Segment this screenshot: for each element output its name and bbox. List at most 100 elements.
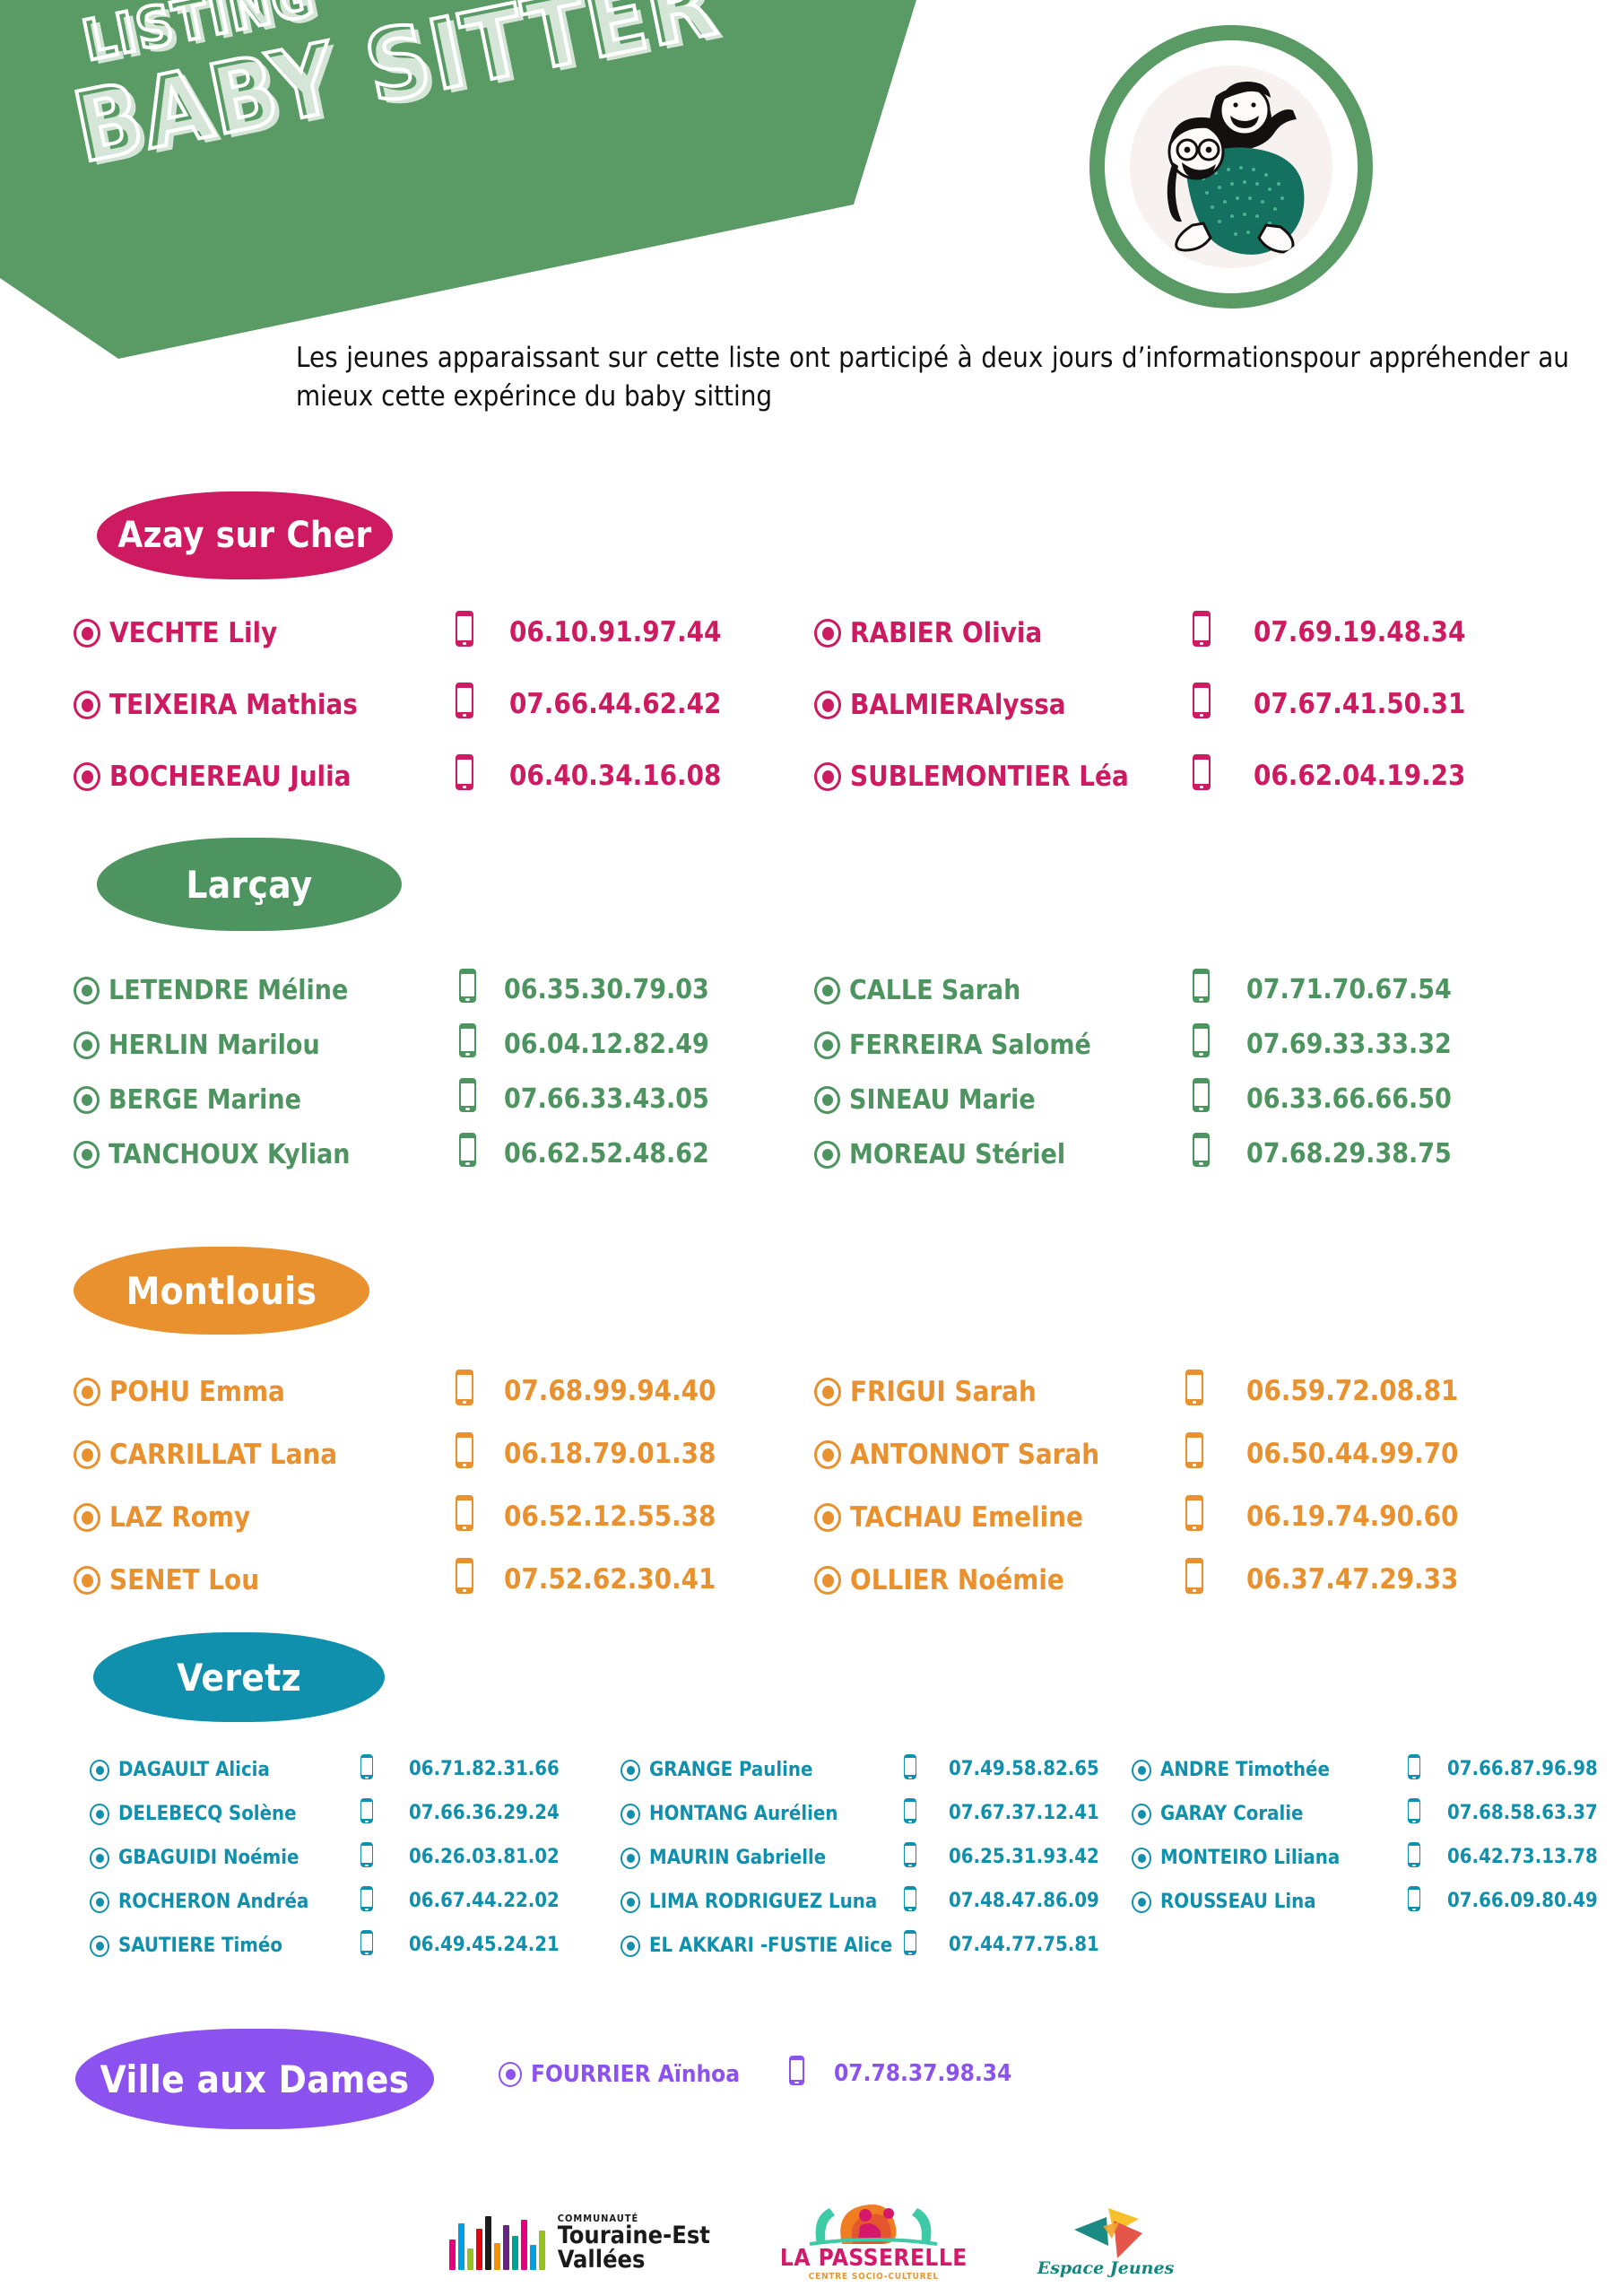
phone-icon (904, 1842, 916, 1867)
sitter-phone[interactable]: 07.66.36.29.24 (409, 1802, 560, 1824)
bullet-icon (814, 1086, 840, 1114)
sitter-name: SUBLEMONTIER Léa (850, 761, 1129, 793)
sitter-phone[interactable]: 07.66.09.80.49 (1447, 1890, 1598, 1912)
sitter-phone[interactable]: 06.04.12.82.49 (504, 1029, 709, 1060)
bullet-icon (74, 762, 100, 791)
sitter-phone[interactable]: 06.10.91.97.44 (509, 616, 722, 648)
phone-icon (360, 1754, 373, 1779)
sitter-phone[interactable]: 07.66.87.96.98 (1447, 1758, 1598, 1780)
bullet-icon (621, 1847, 640, 1869)
bullet-icon (499, 2062, 522, 2087)
sitter-entry: BERGE Marine (74, 1084, 301, 1116)
sitter-phone[interactable]: 07.78.37.98.34 (834, 2060, 1012, 2087)
sitter-phone[interactable]: 06.49.45.24.21 (409, 1934, 560, 1956)
city-badge-montlouis[interactable]: Montlouis (74, 1247, 369, 1335)
bullet-icon (1132, 1759, 1151, 1781)
sitter-name: FOURRIER Aïnhoa (531, 2061, 740, 2088)
logo-illustration (1130, 65, 1332, 268)
sitter-name: DAGAULT Alicia (118, 1759, 270, 1781)
sitter-phone[interactable]: 06.40.34.16.08 (509, 760, 722, 792)
sitter-name: EL AKKARI -FUSTIE Alice (649, 1935, 893, 1957)
phone-icon (1185, 1495, 1203, 1531)
phone-icon (456, 1558, 473, 1594)
logo-circle (1089, 25, 1373, 309)
bullet-icon (814, 1503, 841, 1532)
sitter-phone[interactable]: 06.67.44.22.02 (409, 1890, 560, 1912)
sitter-phone[interactable]: 07.67.41.50.31 (1254, 688, 1466, 720)
city-badge-azay-sur-cher[interactable]: Azay sur Cher (97, 491, 393, 579)
sitter-name: CALLE Sarah (849, 975, 1021, 1006)
sitter-phone[interactable]: 07.71.70.67.54 (1246, 974, 1452, 1005)
sitter-phone[interactable]: 06.52.12.55.38 (504, 1500, 716, 1533)
sitter-phone[interactable]: 06.18.79.01.38 (504, 1438, 716, 1470)
sitter-phone[interactable]: 06.26.03.81.02 (409, 1846, 560, 1868)
sitter-phone[interactable]: 06.35.30.79.03 (504, 974, 709, 1005)
sitter-entry: BALMIERAlyssa (814, 689, 1066, 721)
sitter-entry: DELEBECQ Solène (90, 1803, 297, 1825)
sitter-entry: ROUSSEAU Lina (1132, 1891, 1316, 1913)
sitter-entry: MAURIN Gabrielle (621, 1847, 826, 1869)
bullet-icon (74, 619, 100, 648)
sitter-entry: FOURRIER Aïnhoa (499, 2061, 740, 2088)
sitter-phone[interactable]: 06.37.47.29.33 (1246, 1563, 1459, 1596)
sitter-phone[interactable]: 07.66.33.43.05 (504, 1083, 709, 1115)
logo-la-passerelle: LA PASSERELLE CENTRE SOCIO-CULTUREL (780, 2203, 968, 2282)
sitter-phone[interactable]: 07.68.99.94.40 (504, 1375, 716, 1407)
sitter-phone[interactable]: 06.19.74.90.60 (1246, 1500, 1459, 1533)
city-badge-veretz[interactable]: Veretz (93, 1632, 385, 1722)
bullet-icon (90, 1803, 109, 1825)
bullet-icon (1132, 1803, 1151, 1825)
bullet-icon (621, 1759, 640, 1781)
phone-icon (1193, 969, 1210, 1003)
phone-icon (456, 754, 473, 790)
sitter-name: MOREAU Stériel (849, 1139, 1066, 1170)
sitter-phone[interactable]: 07.66.44.62.42 (509, 688, 722, 720)
sitter-entry: GBAGUIDI Noémie (90, 1847, 299, 1869)
sitter-phone[interactable]: 06.50.44.99.70 (1246, 1438, 1459, 1470)
sitter-phone[interactable]: 07.48.47.86.09 (949, 1890, 1099, 1912)
sitter-name: ANTONNOT Sarah (850, 1439, 1100, 1471)
sitter-phone[interactable]: 06.59.72.08.81 (1246, 1375, 1459, 1407)
phone-icon (456, 683, 473, 718)
sitter-phone[interactable]: 07.67.37.12.41 (949, 1802, 1099, 1824)
sitter-phone[interactable]: 06.33.66.66.50 (1246, 1083, 1452, 1115)
sitter-phone[interactable]: 06.42.73.13.78 (1447, 1846, 1598, 1868)
phone-icon (1408, 1842, 1420, 1867)
sitter-name: TEIXEIRA Mathias (109, 689, 358, 721)
city-badge-larcay[interactable]: Larçay (97, 838, 402, 931)
bullet-icon (814, 1440, 841, 1469)
sitter-name: FERREIRA Salomé (849, 1030, 1091, 1061)
sitter-entry: LIMA RODRIGUEZ Luna (621, 1891, 877, 1913)
sitter-entry: FRIGUI Sarah (814, 1376, 1037, 1408)
header-green-banner (0, 0, 916, 359)
phone-icon (1185, 1432, 1203, 1468)
sitter-entry: TANCHOUX Kylian (74, 1139, 351, 1170)
sitter-phone[interactable]: 07.68.58.63.37 (1447, 1802, 1598, 1824)
bullet-icon (1132, 1891, 1151, 1913)
touraine-line1: Touraine-Est (557, 2221, 710, 2249)
city-badge-ville-aux-dames[interactable]: Ville aux Dames (75, 2029, 434, 2129)
sitter-phone[interactable]: 07.52.62.30.41 (504, 1563, 716, 1596)
bullet-icon (814, 619, 841, 648)
sitter-name: SINEAU Marie (849, 1084, 1036, 1116)
phone-icon (456, 611, 473, 647)
bullet-icon (74, 691, 100, 719)
sitter-phone[interactable]: 06.25.31.93.42 (949, 1846, 1099, 1868)
sitter-phone[interactable]: 06.71.82.31.66 (409, 1758, 560, 1780)
bullet-icon (621, 1803, 640, 1825)
city-badge-label: Montlouis (126, 1268, 317, 1313)
city-badge-label: Ville aux Dames (100, 2057, 410, 2101)
sitter-entry: ROCHERON Andréa (90, 1891, 308, 1913)
sitter-name: OLLIER Noémie (850, 1564, 1064, 1596)
sitter-phone[interactable]: 06.62.04.19.23 (1254, 760, 1466, 792)
sitter-phone[interactable]: 07.49.58.82.65 (949, 1758, 1099, 1780)
sitter-phone[interactable]: 06.62.52.48.62 (504, 1138, 709, 1170)
phone-icon (459, 969, 476, 1003)
sitter-phone[interactable]: 07.69.33.33.32 (1246, 1029, 1452, 1060)
phone-icon (1193, 754, 1211, 790)
sitter-phone[interactable]: 07.44.77.75.81 (949, 1934, 1099, 1956)
bullet-icon (814, 1378, 841, 1406)
sitter-phone[interactable]: 07.69.19.48.34 (1254, 616, 1466, 648)
sitter-phone[interactable]: 07.68.29.38.75 (1246, 1138, 1452, 1170)
sitter-name: GBAGUIDI Noémie (118, 1847, 299, 1869)
